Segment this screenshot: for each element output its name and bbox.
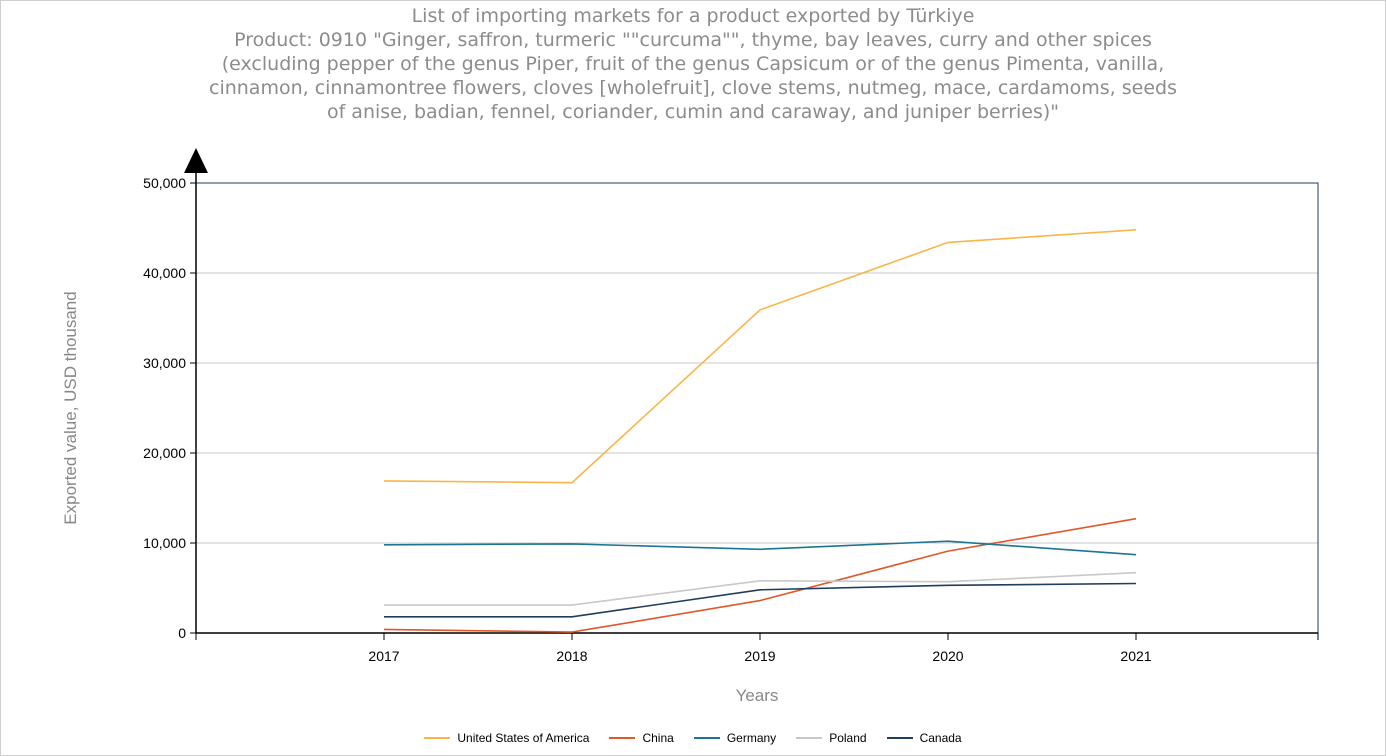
y-axis-arrow-icon [184,148,208,173]
y-tick-label: 20,000 [143,445,186,461]
y-tick-label: 40,000 [143,265,186,281]
plot-area-border [195,182,1319,634]
legend-swatch [693,737,720,739]
title-line-3: (excluding pepper of the genus Piper, fr… [221,53,1165,75]
x-ticks: 2017 2018 2019 2020 2021 [195,633,1319,664]
legend-item-poland: Poland [796,731,867,745]
title-line-4: cinnamon, cinnamontree flowers, cloves [… [209,77,1177,99]
chart-title: List of importing markets for a product … [60,4,1326,124]
y-ticks: 0 10,000 20,000 30,000 40,000 50,000 [143,175,196,641]
y-tick-label: 0 [178,625,186,641]
legend-item-germany: Germany [693,731,777,745]
y-tick-label: 10,000 [143,535,186,551]
x-axis-title: Years [736,686,779,705]
axes [184,148,1319,634]
legend-label: United States of America [457,731,590,745]
legend-swatch [796,737,823,739]
title-line-2: Product: 0910 "Ginger, saffron, turmeric… [234,29,1152,51]
legend-swatch [609,737,636,739]
legend-swatch [424,737,451,739]
series-lines [383,229,1137,633]
legend-item-canada: Canada [886,731,962,745]
series-line-united-states-of-america [383,229,1137,484]
legend-label: Germany [726,731,777,745]
legend-swatch [886,737,913,739]
x-tick-label: 2020 [932,648,963,664]
legend-item-china: China [609,731,674,745]
title-line-5: of anise, badian, fennel, coriander, cum… [326,101,1060,123]
line-chart: 0 10,000 20,000 30,000 40,000 50,000 2017 2018… [61,148,1319,705]
y-tick-label: 30,000 [143,355,186,371]
x-tick-label: 2021 [1120,648,1151,664]
legend-item-united-states-of-america: United States of America [424,731,589,745]
legend: United States of America China Germany Pola… [0,731,1386,745]
gridlines [196,272,1318,544]
series-line-poland [384,571,1137,606]
legend-label: Canada [919,731,962,745]
x-tick-label: 2019 [744,648,775,664]
y-tick-label: 50,000 [143,175,186,191]
series-line-china [383,517,1137,633]
series-line-canada [384,582,1137,618]
title-line-1: List of importing markets for a product … [411,5,975,27]
legend-label: China [642,731,674,745]
y-axis-title: Exported value, USD thousand [61,291,80,524]
x-tick-label: 2017 [368,648,399,664]
legend-label: Poland [829,731,867,745]
series-line-germany [383,540,1137,556]
x-tick-label: 2018 [556,648,587,664]
